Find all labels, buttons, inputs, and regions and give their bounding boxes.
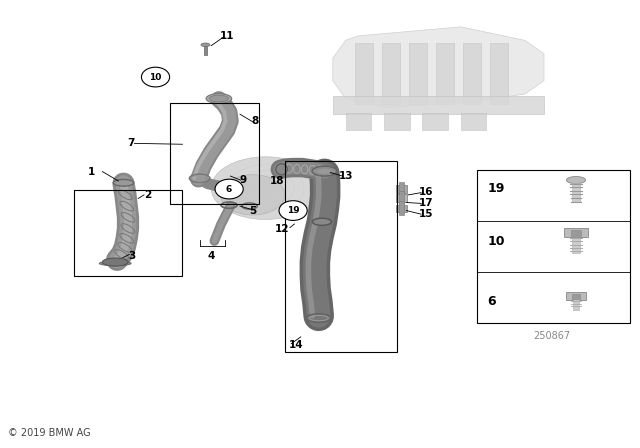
Text: 15: 15 <box>419 209 434 219</box>
Bar <box>399 191 404 204</box>
Ellipse shape <box>201 43 210 47</box>
Ellipse shape <box>113 179 134 186</box>
Ellipse shape <box>211 157 320 220</box>
Text: 12: 12 <box>275 224 289 234</box>
Bar <box>74 190 182 276</box>
Bar <box>463 43 481 104</box>
Bar <box>170 103 259 204</box>
Text: © 2019 BMW AG: © 2019 BMW AG <box>8 428 90 438</box>
Bar <box>346 113 371 130</box>
Bar <box>285 161 397 352</box>
Bar <box>396 185 407 193</box>
Text: 250867: 250867 <box>533 331 570 340</box>
Ellipse shape <box>99 261 131 266</box>
Text: 6: 6 <box>226 185 232 194</box>
Polygon shape <box>333 27 544 108</box>
Text: 7: 7 <box>127 138 134 148</box>
Bar <box>399 182 404 195</box>
Text: 11: 11 <box>220 31 234 41</box>
Bar <box>572 294 580 299</box>
Ellipse shape <box>276 164 287 175</box>
Text: 3: 3 <box>128 251 135 261</box>
Bar <box>384 113 410 130</box>
Text: 5: 5 <box>250 206 257 215</box>
Bar <box>477 170 630 323</box>
Bar <box>160 73 163 80</box>
Text: 2: 2 <box>144 190 151 200</box>
Ellipse shape <box>566 177 586 184</box>
Text: 17: 17 <box>419 198 434 208</box>
Circle shape <box>141 67 170 87</box>
Bar <box>564 228 588 237</box>
Bar <box>461 113 486 130</box>
Bar <box>566 292 586 300</box>
Bar <box>436 43 454 104</box>
Bar <box>333 96 544 114</box>
Text: 19: 19 <box>488 181 505 195</box>
Bar <box>572 237 580 253</box>
Ellipse shape <box>209 95 228 102</box>
Bar <box>409 43 427 104</box>
Text: 6: 6 <box>488 294 496 308</box>
Ellipse shape <box>102 258 128 266</box>
Text: 9: 9 <box>239 175 246 185</box>
Text: 14: 14 <box>289 340 304 350</box>
Ellipse shape <box>312 218 332 225</box>
Bar <box>490 43 508 104</box>
Bar <box>399 201 404 215</box>
Bar <box>422 113 448 130</box>
Text: 10: 10 <box>488 234 505 248</box>
Bar <box>571 230 581 237</box>
Text: 13: 13 <box>339 171 354 181</box>
Ellipse shape <box>221 175 285 215</box>
Bar <box>204 45 207 55</box>
Bar <box>573 299 579 310</box>
Ellipse shape <box>206 94 232 103</box>
Bar <box>396 205 407 212</box>
Bar <box>572 183 580 202</box>
Circle shape <box>215 179 243 199</box>
Ellipse shape <box>312 166 337 176</box>
Circle shape <box>279 201 307 220</box>
Bar <box>396 194 407 202</box>
Text: 19: 19 <box>287 206 300 215</box>
Text: 10: 10 <box>149 73 162 82</box>
Bar <box>382 43 400 104</box>
Bar <box>355 43 373 104</box>
Text: 4: 4 <box>207 251 215 261</box>
Text: 18: 18 <box>270 177 285 186</box>
Text: 16: 16 <box>419 187 434 197</box>
Text: 8: 8 <box>251 116 258 126</box>
Text: 1: 1 <box>88 167 95 177</box>
